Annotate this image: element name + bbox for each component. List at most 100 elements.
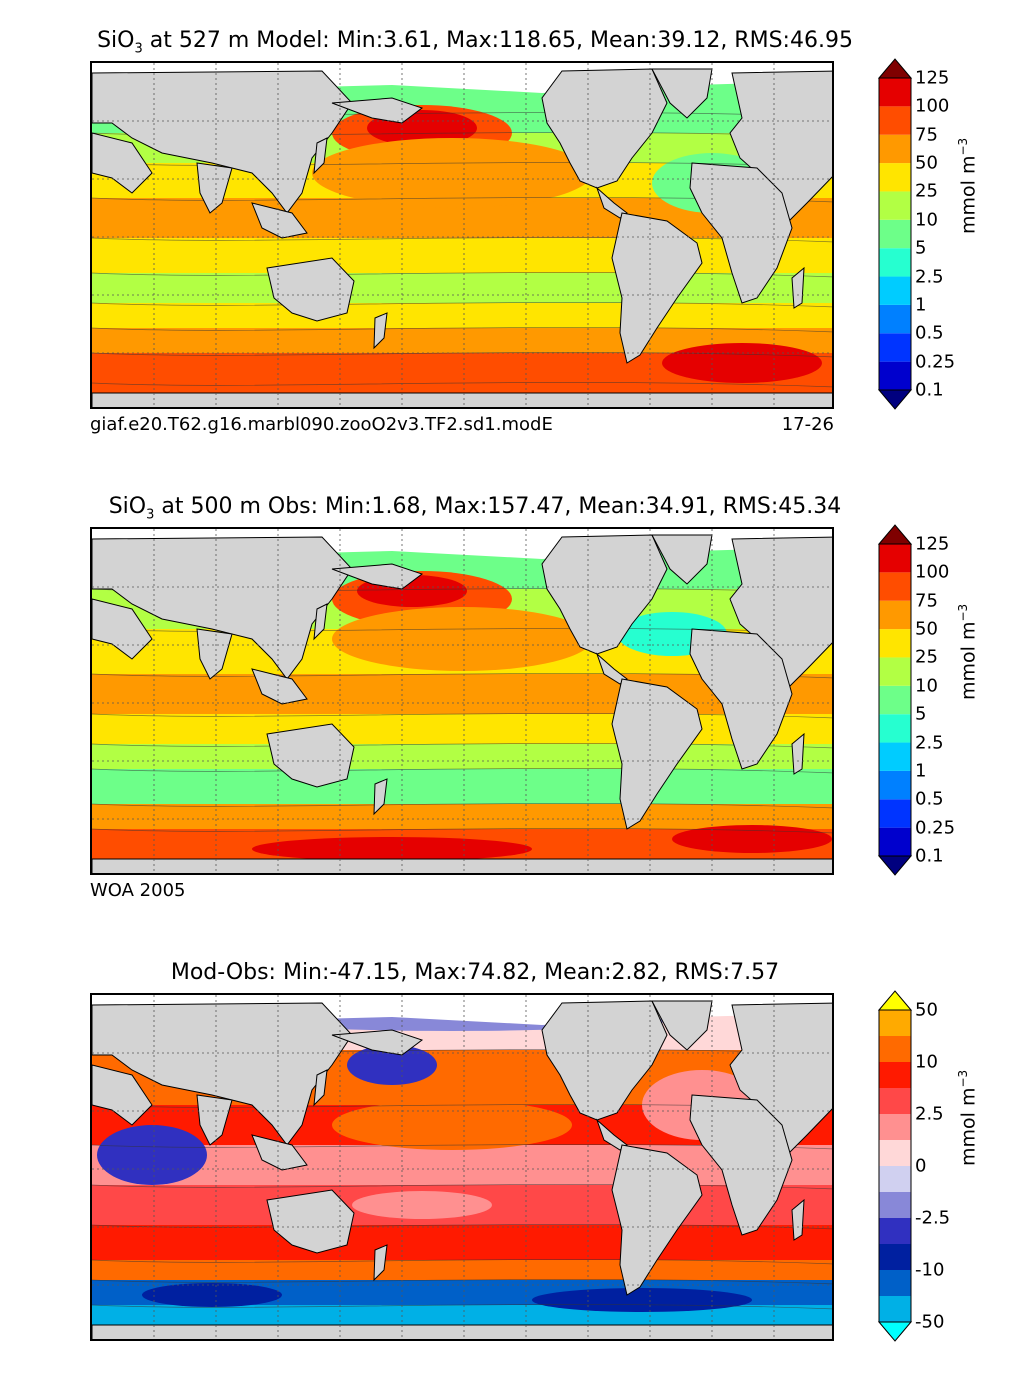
colorbar-frame [878, 77, 912, 391]
contour-region [142, 1283, 282, 1307]
land-mass [92, 1002, 353, 1146]
land-masses [92, 534, 832, 873]
colorbar-extend-max [878, 58, 912, 79]
land-mass [331, 97, 424, 124]
colorbar-segment [879, 1218, 911, 1244]
colorbar-segment [879, 134, 911, 164]
colorbar-segment [879, 1010, 911, 1036]
map-plot [90, 61, 834, 409]
colorbar-segment [879, 1062, 911, 1088]
colorbar-segment [879, 714, 911, 743]
contour-band [92, 273, 832, 303]
colorbar-tick-label: 5 [915, 237, 927, 259]
land-mass [92, 1324, 832, 1339]
land-mass [373, 778, 388, 816]
land-mass [266, 723, 355, 788]
panel-model: SiO3 at 527 m Model: Min:3.61, Max:118.6… [0, 0, 1023, 460]
land-mass [651, 68, 713, 119]
contour-line [92, 1279, 832, 1285]
colorbar-tick-label: 2.5 [915, 1103, 944, 1125]
colorbar [878, 58, 912, 410]
land-masses [92, 1000, 832, 1339]
colorbar-segment [879, 304, 911, 334]
colorbar-segment [879, 799, 911, 828]
colorbar-ticks: -50 -10 -2.5 0 2.5 10 50 [915, 1000, 975, 1333]
land-mass [611, 1144, 703, 1296]
colorbar-tick-label: 0.5 [915, 788, 944, 810]
contour-region [312, 138, 592, 208]
colorbar-segment [879, 1140, 911, 1166]
colorbar-segment [879, 770, 911, 800]
panel-title: SiO3 at 527 m Model: Min:3.61, Max:118.6… [97, 28, 853, 57]
colorbar-tick-label: 25 [915, 180, 938, 202]
contour-band [92, 1225, 832, 1260]
colorbar-segment [879, 742, 911, 771]
land-mass [611, 678, 703, 830]
colorbar-tick-label: 0.25 [915, 351, 956, 373]
colorbar-tick-label: -50 [915, 1311, 945, 1333]
contour-line [92, 272, 832, 278]
contour-line [92, 768, 832, 774]
contour-region [252, 837, 532, 861]
colorbar-segment [879, 219, 911, 249]
panel-difference: Mod-Obs: Min:-47.15, Max:74.82, Mean:2.8… [0, 932, 1023, 1392]
colorbar-tick-label: 1 [915, 760, 927, 782]
contour-line [92, 1259, 832, 1265]
land-mass [92, 598, 153, 660]
colorbar-segment [879, 1166, 911, 1192]
contour-region [352, 1191, 492, 1219]
colorbar-segment [879, 685, 911, 715]
land-mass [689, 162, 793, 304]
land-mass [251, 668, 308, 705]
contour-region [662, 343, 822, 383]
colorbar-segment [879, 657, 911, 686]
land-mass [373, 312, 388, 350]
colorbar-segment [879, 1192, 911, 1218]
colorbar-segment [879, 600, 911, 630]
colorbar-segment [879, 1114, 911, 1140]
contour-band [92, 303, 832, 328]
land-mass [92, 392, 832, 407]
colorbar-unit-label: mmol m−3 [956, 1069, 980, 1166]
colorbar-extend-min [878, 855, 912, 876]
land-mass [92, 70, 353, 214]
contour-line [92, 352, 832, 358]
contour-line [92, 237, 832, 243]
map-plot [90, 527, 834, 875]
colorbar-tick-label: 10 [915, 675, 938, 697]
land-mass [313, 1069, 328, 1107]
colorbar-segment [879, 629, 911, 658]
colorbar [878, 990, 912, 1342]
contour-band [92, 714, 832, 744]
colorbar-tick-label: 2.5 [915, 266, 944, 288]
panel-obs: SiO3 at 500 m Obs: Min:1.68, Max:157.47,… [0, 466, 1023, 926]
colorbar-segment [879, 1088, 911, 1114]
colorbar-tick-label: -10 [915, 1259, 945, 1281]
contour-line [92, 1184, 832, 1190]
colorbar-ticks: 0.1 0.25 0.5 1 2.5 5 10 25 50 75 100 125 [915, 68, 975, 401]
land-mass [689, 1094, 793, 1236]
year-range: 17-26 [781, 414, 834, 435]
colorbar-tick-label: 0 [915, 1155, 927, 1177]
colorbar-unit-label: mmol m−3 [956, 603, 980, 700]
colorbar-segment [879, 78, 911, 107]
land-mass [651, 1000, 713, 1051]
land-mass [611, 212, 703, 364]
land-mass [791, 1198, 805, 1241]
contour-line [92, 382, 832, 388]
contour-band [92, 769, 832, 804]
colorbar-segment [879, 106, 911, 135]
land-mass [373, 1244, 388, 1282]
colorbar-extend-max [878, 990, 912, 1011]
colorbar-tick-label: 2.5 [915, 732, 944, 754]
colorbar-extend-min [878, 1321, 912, 1342]
case-name: giaf.e20.T62.g16.marbl090.zooO2v3.TF2.sd… [90, 414, 553, 435]
contour-region [332, 1100, 572, 1150]
land-mass [266, 1189, 355, 1254]
source-label: WOA 2005 [90, 880, 186, 901]
colorbar-extend-min [878, 389, 912, 410]
land-mass [331, 563, 424, 590]
colorbar-tick-label: -2.5 [915, 1207, 951, 1229]
colorbar-segment [879, 333, 911, 362]
land-mass [92, 858, 832, 873]
